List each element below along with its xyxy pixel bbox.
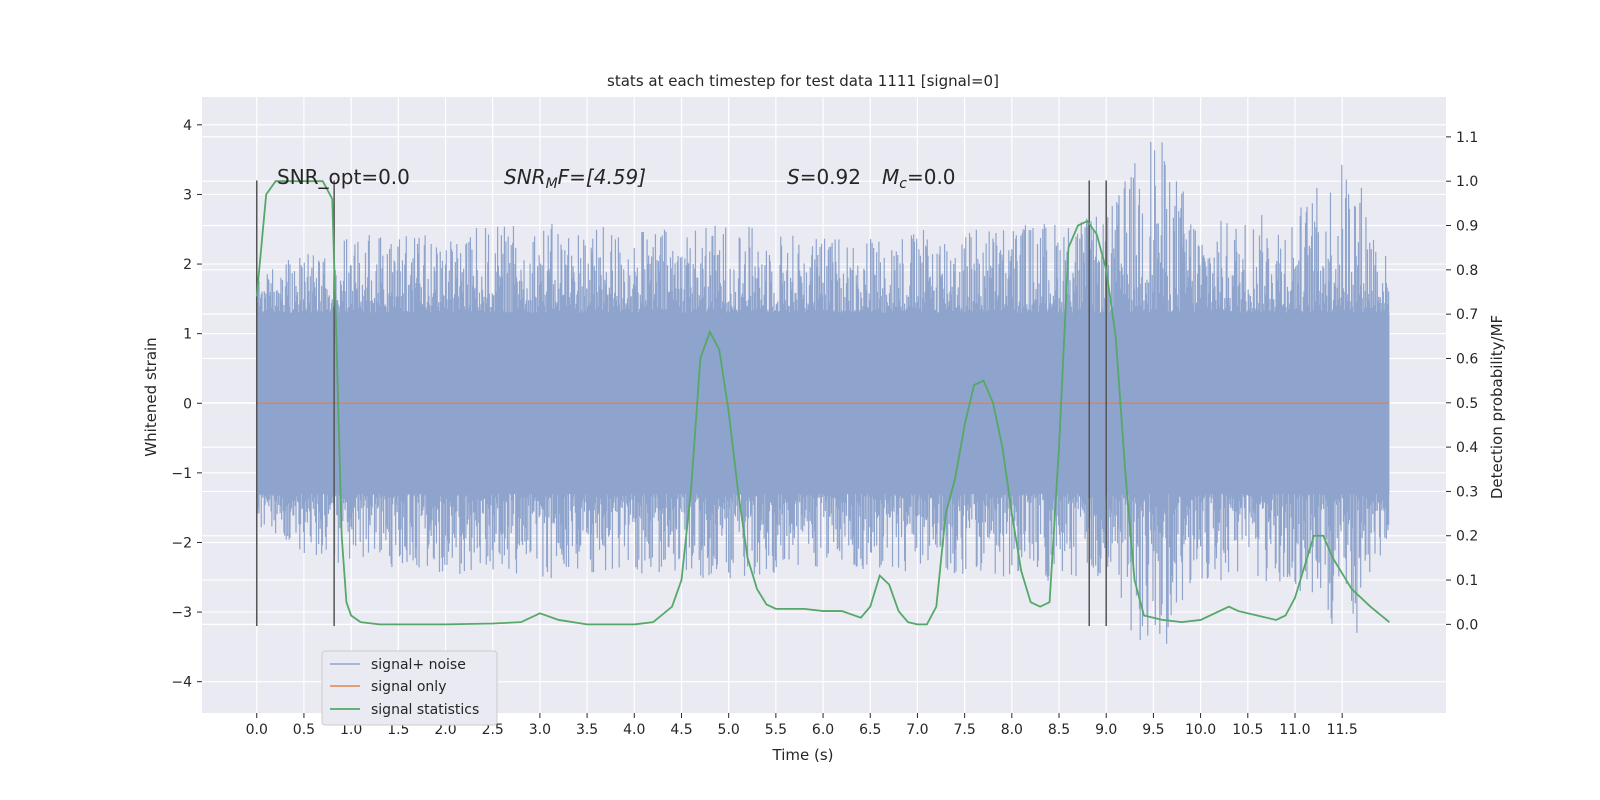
x-tick-label: 1.5 <box>387 722 409 738</box>
x-tick-label: 10.0 <box>1185 722 1216 738</box>
y-axis-label: Whitened strain <box>142 337 160 456</box>
y-right-tick-label: 0.0 <box>1456 617 1478 633</box>
y-tick-label: −4 <box>171 675 192 691</box>
y-right-tick-label: 0.3 <box>1456 484 1478 500</box>
y-right-tick-label: 0.7 <box>1456 307 1478 323</box>
annotation-snr-mf: SNRMF=[4.59] <box>504 165 646 192</box>
x-tick-label: 7.0 <box>906 722 928 738</box>
legend: signal+ noise signal only signal statist… <box>321 650 498 726</box>
x-tick-label: 11.0 <box>1279 722 1310 738</box>
y-tick-label: −3 <box>171 605 192 621</box>
signal-statistics-series <box>255 180 1390 626</box>
x-tick-label: 8.5 <box>1048 722 1070 738</box>
y-right-tick-label: 1.0 <box>1456 174 1478 190</box>
y-right-tick-label: 0.2 <box>1456 529 1478 545</box>
x-tick-label: 2.5 <box>482 722 504 738</box>
y-tick-label: −2 <box>171 535 192 551</box>
x-tick-label: 4.0 <box>623 722 645 738</box>
x-tick-label: 7.5 <box>954 722 976 738</box>
legend-box <box>321 650 498 726</box>
x-tick-label: 4.5 <box>670 722 692 738</box>
x-tick-label: 9.0 <box>1095 722 1117 738</box>
signal-statistics-line <box>255 180 1390 626</box>
x-tick-label: 0.0 <box>246 722 268 738</box>
y-right-tick-label: 0.1 <box>1456 573 1478 589</box>
y-tick-label: −1 <box>171 466 192 482</box>
y-right-tick-label: 0.8 <box>1456 263 1478 279</box>
legend-label-signal: signal only <box>371 679 446 695</box>
x-tick-label: 5.5 <box>765 722 787 738</box>
annotation-snr-opt: SNR_opt=0.0 <box>277 165 410 189</box>
legend-label-stats: signal statistics <box>371 702 479 718</box>
x-tick-label: 11.5 <box>1327 722 1358 738</box>
y-tick-label: 4 <box>183 118 192 134</box>
y-tick-label: 2 <box>183 257 192 273</box>
y-right-tick-label: 0.6 <box>1456 351 1478 367</box>
x-tick-label: 1.0 <box>340 722 362 738</box>
y-right-tick-label: 0.4 <box>1456 440 1478 456</box>
y-tick-label: 3 <box>183 187 192 203</box>
chart-title: stats at each timestep for test data 111… <box>607 72 999 90</box>
x-tick-label: 3.0 <box>529 722 551 738</box>
y-right-tick-label: 0.9 <box>1456 219 1478 235</box>
y-tick-label: 1 <box>183 327 192 343</box>
y-axis-right-ticks: 1.1 1.0 0.9 0.8 0.7 0.6 0.5 0.4 0.3 0.2 0.1 0.0 <box>1446 130 1478 633</box>
y-tick-label: 0 <box>183 396 192 412</box>
x-axis-label: Time (s) <box>772 746 834 764</box>
x-tick-label: 10.5 <box>1232 722 1263 738</box>
x-tick-label: 6.5 <box>859 722 881 738</box>
annotation-s-stat: S=0.92 <box>787 165 861 189</box>
x-tick-label: 9.5 <box>1142 722 1164 738</box>
x-tick-label: 0.5 <box>293 722 315 738</box>
y-right-tick-label: 1.1 <box>1456 130 1478 146</box>
legend-label-noise: signal+ noise <box>371 657 466 673</box>
y-axis-right-label: Detection probability/MF <box>1488 315 1506 499</box>
x-tick-label: 8.0 <box>1001 722 1023 738</box>
x-axis-ticks: 0.0 0.5 1.0 1.5 2.0 2.5 3.0 3.5 4.0 4.5 5.0 5.5 6.0 6… <box>246 713 1358 738</box>
annotation-mc: Mc=0.0 <box>882 165 956 192</box>
x-tick-label: 2.0 <box>434 722 456 738</box>
y-axis-ticks: 4 3 2 1 0 −1 −2 −3 −4 <box>171 118 202 691</box>
y-right-tick-label: 0.5 <box>1456 396 1478 412</box>
x-tick-label: 3.5 <box>576 722 598 738</box>
x-tick-label: 5.0 <box>718 722 740 738</box>
x-tick-label: 6.0 <box>812 722 834 738</box>
